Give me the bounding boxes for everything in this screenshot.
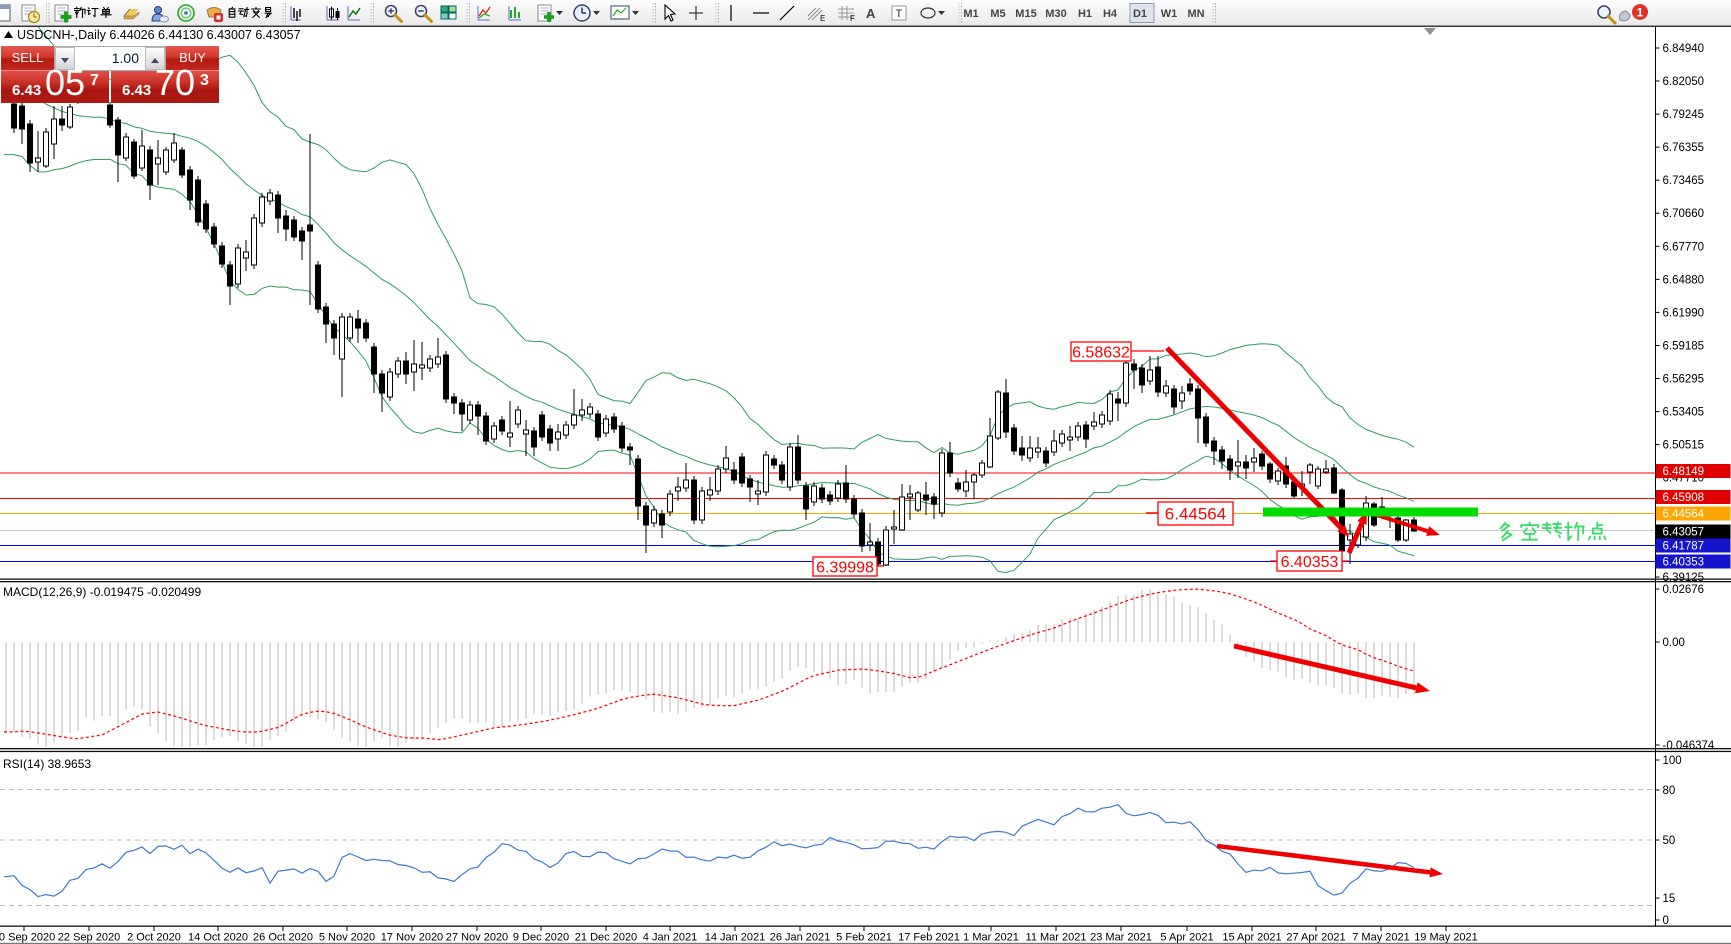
svg-text:6.70660: 6.70660 (1663, 208, 1705, 220)
svg-text:T: T (896, 8, 903, 20)
svg-text:6.48149: 6.48149 (1663, 466, 1705, 478)
svg-text:6.56295: 6.56295 (1663, 374, 1705, 386)
svg-text:M15: M15 (1015, 8, 1036, 20)
svg-text:17 Nov 2020: 17 Nov 2020 (381, 932, 443, 944)
svg-text:6.43057: 6.43057 (1663, 527, 1705, 539)
svg-text:MACD(12,26,9) -0.019475 -0.020: MACD(12,26,9) -0.019475 -0.020499 (3, 585, 201, 599)
svg-text:14 Jan 2021: 14 Jan 2021 (705, 932, 766, 944)
svg-text:6.39998: 6.39998 (816, 559, 874, 576)
svg-text:6.84940: 6.84940 (1663, 43, 1705, 55)
svg-text:6.53405: 6.53405 (1663, 407, 1705, 419)
svg-text:6.44564: 6.44564 (1663, 509, 1705, 521)
svg-text:6.45908: 6.45908 (1663, 492, 1705, 504)
svg-text:26 Jan 2021: 26 Jan 2021 (770, 932, 831, 944)
svg-text:6.40353: 6.40353 (1663, 557, 1705, 569)
svg-text:6.61990: 6.61990 (1663, 307, 1705, 319)
svg-text:6.67770: 6.67770 (1663, 241, 1705, 253)
svg-text:6.44564: 6.44564 (1165, 505, 1226, 524)
svg-text:5 Feb 2021: 5 Feb 2021 (836, 932, 892, 944)
svg-text:14 Oct 2020: 14 Oct 2020 (188, 932, 248, 944)
svg-text:0.00: 0.00 (1663, 637, 1685, 649)
svg-text:23 Mar 2021: 23 Mar 2021 (1090, 932, 1152, 944)
svg-text:26 Oct 2020: 26 Oct 2020 (253, 932, 313, 944)
svg-text:0.02676: 0.02676 (1663, 584, 1705, 596)
svg-text:19 May 2021: 19 May 2021 (1414, 932, 1478, 944)
svg-text:2 Oct 2020: 2 Oct 2020 (127, 932, 181, 944)
svg-text:5 Apr 2021: 5 Apr 2021 (1160, 932, 1213, 944)
svg-text:M5: M5 (990, 8, 1005, 20)
svg-text:80: 80 (1663, 785, 1676, 797)
svg-text:H4: H4 (1103, 8, 1118, 20)
svg-text:50: 50 (1663, 835, 1676, 847)
svg-text:6.39125: 6.39125 (1663, 572, 1705, 584)
svg-text:6.58632: 6.58632 (1072, 344, 1130, 361)
svg-text:6.76355: 6.76355 (1663, 142, 1705, 154)
svg-text:M1: M1 (963, 8, 978, 20)
svg-text:21 Dec 2020: 21 Dec 2020 (575, 932, 637, 944)
svg-text:F: F (850, 14, 855, 23)
svg-text:6.73465: 6.73465 (1663, 175, 1705, 187)
svg-text:0: 0 (1663, 915, 1669, 927)
svg-text:A: A (866, 6, 876, 21)
svg-text:E: E (820, 14, 825, 23)
svg-text:1 Mar 2021: 1 Mar 2021 (963, 932, 1019, 944)
svg-text:USDCNH-,Daily 6.44026 6.44130: USDCNH-,Daily 6.44026 6.44130 6.43007 6.… (17, 28, 301, 42)
svg-text:15 Apr 2021: 15 Apr 2021 (1222, 932, 1281, 944)
svg-text:9 Dec 2020: 9 Dec 2020 (513, 932, 569, 944)
svg-text:100: 100 (1663, 755, 1682, 767)
svg-text:M30: M30 (1045, 8, 1066, 20)
svg-text:6.41787: 6.41787 (1663, 541, 1705, 553)
svg-text:27 Nov 2020: 27 Nov 2020 (446, 932, 508, 944)
svg-text:11 Mar 2021: 11 Mar 2021 (1026, 932, 1087, 944)
svg-text:-0.046374: -0.046374 (1663, 740, 1715, 752)
svg-text:5 Nov 2020: 5 Nov 2020 (319, 932, 375, 944)
svg-text:7 May 2021: 7 May 2021 (1352, 932, 1409, 944)
svg-text:H1: H1 (1078, 8, 1092, 20)
svg-text:1: 1 (1637, 6, 1644, 20)
svg-text:10 Sep 2020: 10 Sep 2020 (0, 932, 55, 944)
svg-text:6.40353: 6.40353 (1281, 554, 1339, 571)
svg-text:MN: MN (1187, 8, 1204, 20)
svg-text:6.59185: 6.59185 (1663, 341, 1705, 353)
svg-text:6.50515: 6.50515 (1663, 440, 1705, 452)
svg-text:D1: D1 (1133, 8, 1147, 20)
svg-text:22 Sep 2020: 22 Sep 2020 (58, 932, 120, 944)
svg-text:RSI(14) 38.9653: RSI(14) 38.9653 (3, 757, 91, 771)
svg-text:6.82050: 6.82050 (1663, 76, 1705, 88)
svg-text:4 Jan 2021: 4 Jan 2021 (643, 932, 697, 944)
svg-text:W1: W1 (1161, 8, 1178, 20)
svg-text:17 Feb 2021: 17 Feb 2021 (898, 932, 960, 944)
svg-text:6.64880: 6.64880 (1663, 274, 1705, 286)
svg-text:15: 15 (1663, 893, 1676, 905)
svg-text:6.79245: 6.79245 (1663, 109, 1705, 121)
svg-text:27 Apr 2021: 27 Apr 2021 (1286, 932, 1345, 944)
